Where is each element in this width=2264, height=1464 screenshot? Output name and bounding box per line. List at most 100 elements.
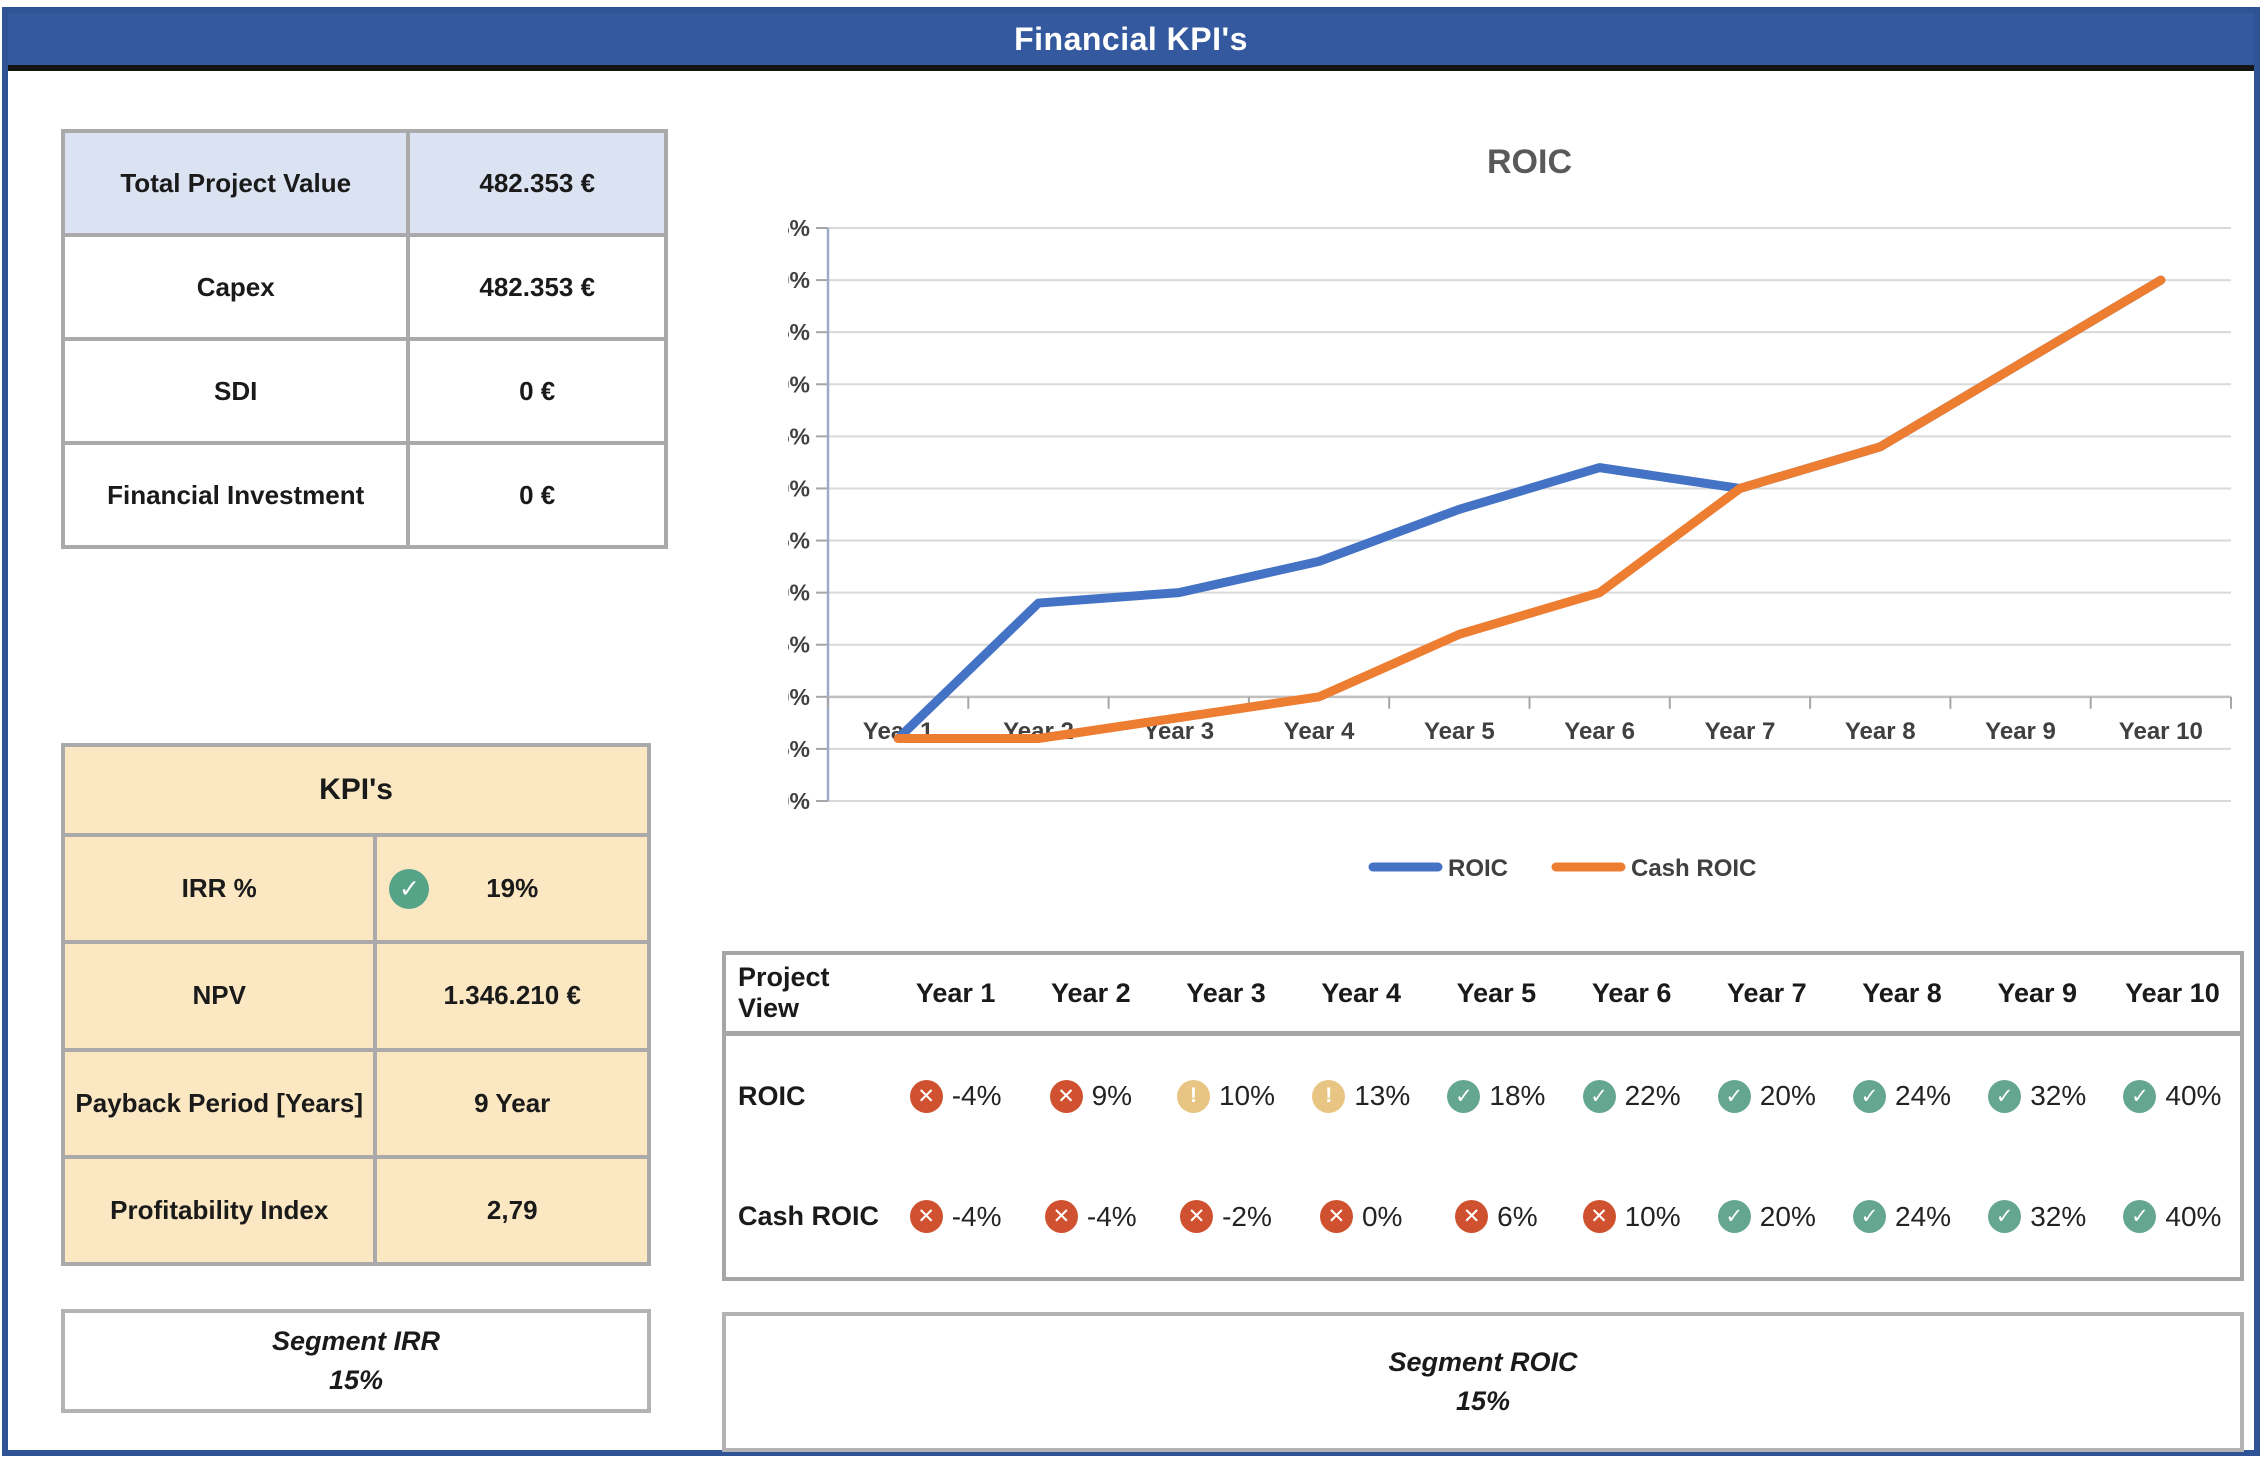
- segment-roic-value: 15%: [1455, 1386, 1511, 1416]
- y-tick-label: 25%: [788, 423, 810, 449]
- status-cell: ✓ 24%: [1834, 1200, 1969, 1234]
- status-value: 10%: [1218, 1080, 1276, 1112]
- y-tick-label: 40%: [788, 267, 810, 293]
- x-icon: ✕: [1319, 1200, 1353, 1234]
- page-title: Financial KPI's: [1014, 20, 1248, 57]
- status-value: 10%: [1624, 1200, 1681, 1232]
- legend-label-cash-roic: Cash ROIC: [1631, 855, 1756, 882]
- column-header: Year 4: [1321, 977, 1401, 1008]
- kpi-value-cell: 2,79: [377, 1158, 647, 1262]
- x-icon: ✕: [909, 1079, 943, 1113]
- status-cell: ✓ 40%: [2105, 1079, 2240, 1113]
- project-value-amount: 482.353 €: [410, 133, 664, 233]
- check-icon: ✓: [1853, 1079, 1886, 1113]
- check-icon: ✓: [1717, 1200, 1751, 1234]
- status-cell: ✕ -4%: [888, 1200, 1023, 1234]
- project-value-amount: 0 €: [410, 341, 664, 441]
- x-icon: ✕: [1044, 1200, 1078, 1234]
- kpi-label: Payback Period [Years]: [65, 1051, 374, 1155]
- x-tick-label: Year 9: [1985, 718, 2056, 745]
- segment-irr-box: Segment IRR 15%: [61, 1309, 651, 1413]
- x-tick-label: Year 5: [1424, 718, 1495, 745]
- kpi-value: 19%: [486, 873, 539, 904]
- status-cell: ✕ -4%: [888, 1079, 1023, 1113]
- x-icon: ✕: [1180, 1200, 1214, 1234]
- column-header: Year 8: [1862, 977, 1942, 1008]
- kpi-value: 9 Year: [474, 1087, 551, 1118]
- status-value: -2%: [1222, 1200, 1272, 1232]
- y-tick-label: 15%: [788, 528, 810, 554]
- dashboard-frame: Financial KPI's Total Project Value 482.3…: [2, 7, 2260, 1456]
- check-icon: ✓: [1988, 1079, 2022, 1113]
- status-cell: ✕ 6%: [1429, 1200, 1564, 1234]
- warning-icon: !: [1312, 1079, 1346, 1113]
- roic-line-chart: 45% 40% 35% 30% 25% 20% 15% 10% 5% 0% -5% -10% Year …: [788, 143, 2232, 882]
- status-value: 9%: [1091, 1080, 1133, 1112]
- status-value: 24%: [1895, 1080, 1952, 1112]
- segment-irr-label: Segment IRR: [271, 1326, 441, 1356]
- x-tick-label: Year 6: [1564, 718, 1635, 745]
- row-label: ROIC: [738, 1080, 806, 1111]
- status-cell: ✓ 20%: [1699, 1079, 1834, 1113]
- y-tick-label: 0%: [788, 684, 810, 710]
- project-value-amount: 482.353 €: [410, 237, 664, 337]
- x-icon: ✕: [909, 1200, 943, 1234]
- status-value: 20%: [1759, 1080, 1816, 1112]
- status-value: 40%: [2165, 1080, 2222, 1112]
- kpi-value-cell: 1.346.210 €: [377, 944, 647, 1048]
- title-bar: Financial KPI's: [8, 13, 2254, 71]
- y-tick-label: -5%: [788, 736, 810, 762]
- column-header: Year 3: [1186, 977, 1266, 1008]
- status-value: 13%: [1354, 1080, 1411, 1112]
- status-cell: ✓ 40%: [2105, 1200, 2240, 1234]
- check-icon: ✓: [1717, 1079, 1751, 1113]
- row-label: Cash ROIC: [738, 1201, 880, 1232]
- column-header: Year 9: [1997, 977, 2078, 1008]
- x-icon: ✕: [1455, 1200, 1489, 1234]
- status-value: 22%: [1624, 1080, 1681, 1112]
- check-icon: ✓: [1853, 1200, 1886, 1234]
- kpi-label: NPV: [65, 944, 374, 1048]
- check-icon: ✓: [1447, 1079, 1481, 1113]
- column-header: Year 1: [915, 977, 996, 1008]
- status-value: 24%: [1895, 1200, 1952, 1232]
- column-header: Year 5: [1456, 977, 1537, 1008]
- check-icon: ✓: [2123, 1200, 2157, 1234]
- y-tick-label: -10%: [788, 788, 810, 814]
- kpi-table-title: KPI's: [65, 747, 647, 833]
- project-value-label: SDI: [65, 341, 407, 441]
- x-icon: ✕: [1582, 1200, 1616, 1234]
- project-value-label: Financial Investment: [65, 445, 407, 545]
- y-tick-label: 35%: [788, 319, 810, 345]
- y-tick-label: 30%: [788, 371, 810, 397]
- status-value: 18%: [1489, 1080, 1546, 1112]
- status-cell: ✓ 24%: [1834, 1079, 1969, 1113]
- x-icon: ✕: [1049, 1079, 1083, 1113]
- roic-chart: 45% 40% 35% 30% 25% 20% 15% 10% 5% 0% -5% -10% Year …: [788, 121, 2258, 901]
- status-cell: ✕ 9%: [1023, 1079, 1158, 1113]
- project-value-label: Capex: [65, 237, 407, 337]
- status-value: 20%: [1759, 1200, 1816, 1232]
- segment-roic-box: Segment ROIC 15%: [722, 1312, 2244, 1452]
- column-header: Year 2: [1051, 977, 1131, 1008]
- status-cell: ✕ -2%: [1158, 1200, 1293, 1234]
- project-value-label: Total Project Value: [65, 133, 407, 233]
- kpi-value: 2,79: [486, 1194, 538, 1225]
- warning-icon: !: [1176, 1079, 1210, 1113]
- status-cell: ✕ -4%: [1023, 1200, 1158, 1234]
- legend-label-roic: ROIC: [1448, 855, 1508, 882]
- check-icon: ✓: [2123, 1079, 2157, 1113]
- series-cash-roic: [893, 275, 2166, 743]
- kpi-value: 1.346.210 €: [443, 980, 581, 1011]
- status-value: -4%: [951, 1080, 1002, 1112]
- series-roic: [893, 275, 2166, 743]
- status-value: 6%: [1497, 1200, 1538, 1232]
- segment-roic-label: Segment ROIC: [1388, 1347, 1578, 1377]
- kpi-label: Profitability Index: [65, 1158, 374, 1262]
- status-value: 40%: [2165, 1200, 2222, 1232]
- y-tick-label: 45%: [788, 215, 810, 241]
- y-tick-label: 5%: [788, 632, 810, 658]
- status-value: 0%: [1361, 1200, 1403, 1232]
- status-cell: ✓ 20%: [1699, 1200, 1834, 1234]
- chart-title: ROIC: [1487, 143, 1572, 181]
